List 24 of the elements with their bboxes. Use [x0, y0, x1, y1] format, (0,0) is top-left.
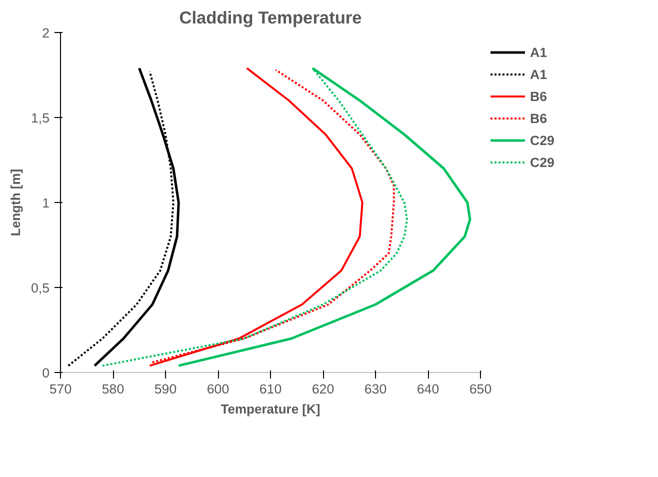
x-tick-label: 620	[312, 382, 334, 396]
x-tick-label: 570	[49, 382, 72, 396]
legend-label: A1	[530, 66, 548, 82]
x-tick-label: 610	[259, 382, 282, 396]
x-tick-label: 590	[154, 382, 177, 396]
legend-label: A1	[530, 44, 548, 60]
chart-title: Cladding Temperature	[179, 8, 362, 28]
x-tick-label: 640	[416, 382, 440, 396]
x-tick-label: 600	[206, 382, 230, 396]
x-tick-label: 630	[364, 382, 387, 396]
legend-label: B6	[530, 110, 548, 126]
y-axis-title: Length [m]	[8, 168, 23, 236]
legend-label: C29	[530, 154, 554, 170]
y-tick-label: 0,5	[30, 280, 50, 296]
x-tick-label: 650	[469, 382, 492, 396]
line-series	[151, 68, 395, 364]
y-tick-label: 0	[42, 366, 50, 380]
y-tick-label: 2	[42, 26, 50, 40]
x-tick-label: 580	[102, 382, 124, 396]
legend-label: C29	[530, 132, 554, 148]
y-tick-label: 1	[42, 196, 50, 210]
y-tick-label: 1,5	[30, 110, 50, 126]
legend-label: B6	[530, 88, 548, 104]
x-axis-title: Temperature [K]	[220, 402, 320, 416]
